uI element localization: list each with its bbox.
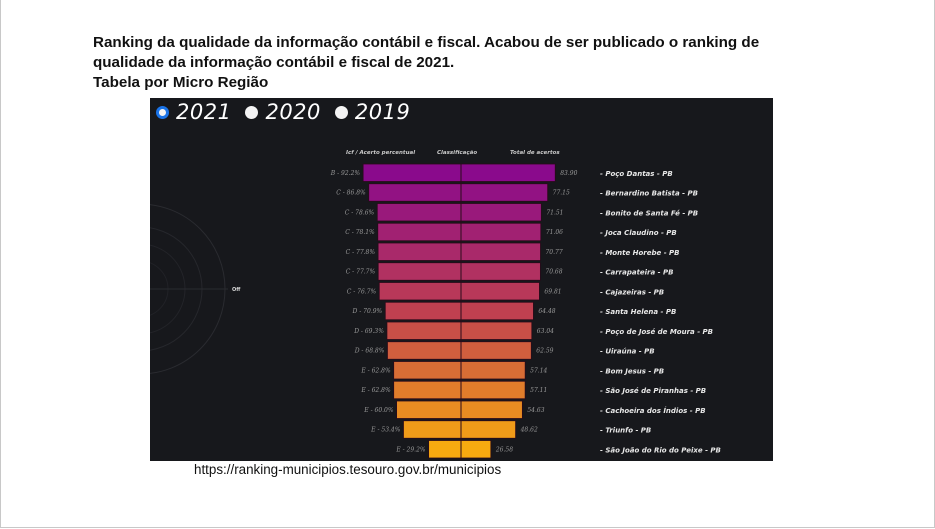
radio-selected-icon[interactable] [156, 105, 169, 119]
total-acertos-label: 71.06 [546, 229, 563, 236]
bar-right-total [460, 321, 533, 340]
bar-right-total [460, 222, 542, 242]
total-acertos-label: 63.04 [537, 328, 554, 335]
year-tab-2021[interactable]: 2021 [156, 100, 231, 124]
bar-right-total [460, 183, 549, 202]
total-acertos-label: 62.59 [536, 348, 553, 355]
municipality-label: - Santa Helena - PB [600, 308, 676, 316]
municipality-label: - Triunfo - PB [600, 427, 651, 435]
total-acertos-label: 57.14 [530, 367, 547, 374]
bar-right-total [460, 400, 523, 419]
radio-icon[interactable] [245, 105, 259, 119]
bar-left-acerto [377, 222, 462, 242]
icf-label: E - 29.2% [395, 446, 426, 453]
municipality-label: - Carrapateira - PB [600, 269, 673, 277]
radio-icon[interactable] [334, 105, 348, 119]
total-acertos-label: 70.77 [545, 249, 562, 256]
bar-left-acerto [386, 321, 462, 340]
bar-left-acerto [368, 183, 462, 202]
total-acertos-label: 54.63 [527, 407, 544, 414]
total-acertos-label: 64.48 [538, 308, 555, 315]
icf-label: D - 69.3% [353, 328, 384, 335]
municipality-label: - Bernardino Batista - PB [600, 190, 698, 198]
radar-decoration: Off [150, 204, 241, 374]
municipality-label: - Joca Claudino - PB [600, 229, 677, 237]
heading-line-1: Ranking da qualidade da informação contá… [93, 34, 760, 51]
bar-left-acerto [403, 420, 462, 439]
total-acertos-label: 83.90 [560, 170, 577, 177]
icf-label: C - 77.7% [346, 269, 376, 276]
bars-group: B - 92.2% 83.90 - Poço Dantas - PB C - 86.8… [330, 163, 721, 461]
bar-left-acerto [393, 361, 462, 380]
funnel-chart: Off B - 92.2% 83.90 - Poço Dantas - PB C - … [150, 163, 721, 461]
municipality-label: - São João do Rio do Peixe - PB [600, 446, 721, 454]
bar-left-acerto [384, 301, 462, 321]
icf-label: E - 60.0% [363, 407, 394, 414]
icf-label: C - 86.8% [336, 190, 366, 197]
municipality-label: - Monte Horebe - PB [600, 249, 680, 257]
bar-left-acerto [396, 400, 462, 419]
ranking-panel: 2021 2020 2019 Icf / Acerto percentual C… [150, 98, 773, 461]
bar-left-acerto [377, 242, 462, 261]
total-acertos-label: 69.81 [544, 288, 561, 295]
total-acertos-label: 57.11 [530, 387, 547, 394]
icf-label: C - 78.1% [345, 229, 375, 236]
total-acertos-label: 71.51 [546, 209, 563, 216]
column-header-classificacao: Classificação [437, 150, 478, 156]
municipality-label: - Cajazeiras - PB [600, 288, 664, 296]
year-label: 2020 [265, 100, 321, 124]
year-label: 2019 [354, 100, 411, 124]
year-tab-2020[interactable]: 2020 [245, 100, 320, 124]
bar-right-total [460, 282, 540, 301]
bar-right-total [460, 341, 532, 360]
bar-right-total [460, 380, 526, 400]
icf-label: E - 62.8% [360, 387, 391, 394]
heading-line-2: qualidade da informação contábil e fisca… [93, 54, 455, 71]
icf-label: C - 76.7% [347, 288, 377, 295]
icf-label: C - 77.8% [346, 249, 376, 256]
bar-left-acerto [393, 380, 462, 400]
bar-right-total [460, 440, 492, 459]
icf-label: E - 62.8% [360, 367, 391, 374]
column-header-total: Total de acertos [510, 150, 560, 156]
bar-right-total [460, 163, 556, 182]
municipality-label: - Cachoeira dos Índios - PB [600, 406, 706, 415]
icf-label: D - 70.9% [352, 308, 383, 315]
bar-left-acerto [428, 440, 462, 459]
icf-label: B - 92.2% [330, 170, 361, 177]
total-acertos-label: 26.58 [495, 446, 513, 453]
bar-left-acerto [377, 262, 462, 281]
municipality-label: - Uiraúna - PB [600, 348, 655, 356]
bar-right-total [460, 301, 534, 321]
slide-heading: Ranking da qualidade da informação contá… [93, 33, 793, 93]
icf-label: E - 53.4% [370, 427, 401, 434]
municipality-label: - Bonito de Santa Fé - PB [600, 209, 698, 217]
bar-right-total [460, 203, 542, 222]
heading-line-3: Tabela por Micro Região [93, 74, 269, 91]
source-url[interactable]: https://ranking-municipios.tesouro.gov.b… [194, 462, 502, 477]
bar-right-total [460, 361, 526, 380]
bar-right-total [460, 262, 541, 281]
municipality-label: - Bom Jesus - PB [600, 367, 664, 375]
total-acertos-label: 48.62 [520, 427, 538, 434]
year-selector: 2021 2020 2019 [156, 100, 424, 124]
municipality-label: - Poço de José de Moura - PB [600, 328, 713, 336]
bar-right-total [460, 420, 517, 439]
total-acertos-label: 70.68 [545, 269, 562, 276]
bar-left-acerto [376, 203, 462, 222]
bar-left-acerto [362, 163, 462, 182]
bar-left-acerto [387, 341, 462, 360]
icf-label: C - 78.6% [345, 209, 375, 216]
municipality-label: - Poço Dantas - PB [600, 170, 673, 178]
column-header-icf: Icf / Acerto percentual [346, 150, 416, 156]
radar-off-label: Off [232, 287, 241, 293]
total-acertos-label: 77.15 [553, 190, 570, 197]
icf-label: D - 68.8% [354, 348, 385, 355]
bar-right-total [460, 242, 541, 261]
municipality-label: - São José de Piranhas - PB [600, 387, 706, 395]
bar-left-acerto [378, 282, 462, 301]
year-tab-2019[interactable]: 2019 [334, 100, 411, 124]
year-label: 2021 [176, 100, 232, 124]
